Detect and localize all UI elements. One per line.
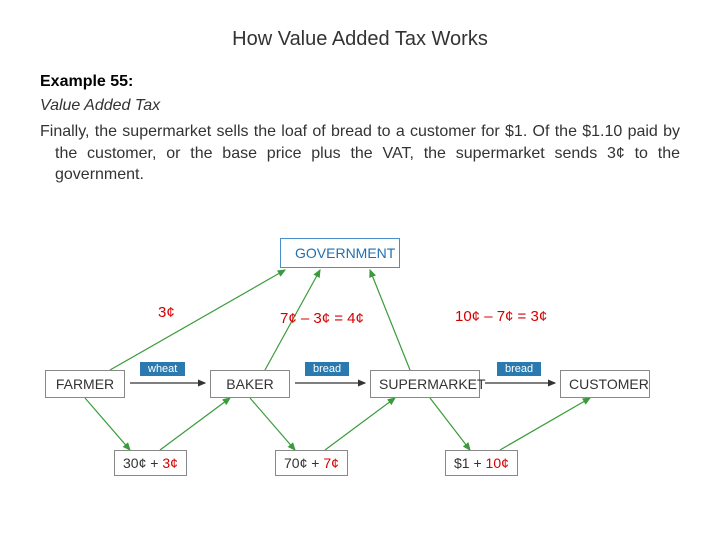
price-base: 70¢ + bbox=[284, 455, 323, 471]
price-box: 70¢ + 7¢ bbox=[275, 450, 348, 476]
price-tax: 3¢ bbox=[162, 455, 178, 471]
farmer-node: FARMER bbox=[45, 370, 125, 398]
government-node: GOVERNMENT bbox=[280, 238, 400, 268]
example-label: Example 55: bbox=[0, 51, 720, 91]
price-tax: 7¢ bbox=[323, 455, 339, 471]
tax-label: 3¢ bbox=[158, 304, 175, 321]
price-box: 30¢ + 3¢ bbox=[114, 450, 187, 476]
baker-node: BAKER bbox=[210, 370, 290, 398]
price-tax: 10¢ bbox=[486, 455, 509, 471]
example-body: Finally, the supermarket sells the loaf … bbox=[0, 115, 720, 186]
product-tag: bread bbox=[497, 362, 541, 376]
product-tag: wheat bbox=[140, 362, 185, 376]
product-tag: bread bbox=[305, 362, 349, 376]
supermarket-node: SUPERMARKET bbox=[370, 370, 480, 398]
tax-label: 7¢ – 3¢ = 4¢ bbox=[280, 310, 364, 327]
example-number: Example 55: bbox=[40, 73, 133, 90]
tax-label: 10¢ – 7¢ = 3¢ bbox=[455, 308, 547, 325]
customer-node: CUSTOMER bbox=[560, 370, 650, 398]
example-subtitle: Value Added Tax bbox=[0, 91, 720, 115]
page-title: How Value Added Tax Works bbox=[0, 0, 720, 51]
vat-diagram: GOVERNMENT FARMER BAKER SUPERMARKET CUSTOMER… bbox=[0, 230, 720, 530]
price-base: $1 + bbox=[454, 455, 486, 471]
price-box: $1 + 10¢ bbox=[445, 450, 518, 476]
price-base: 30¢ + bbox=[123, 455, 162, 471]
